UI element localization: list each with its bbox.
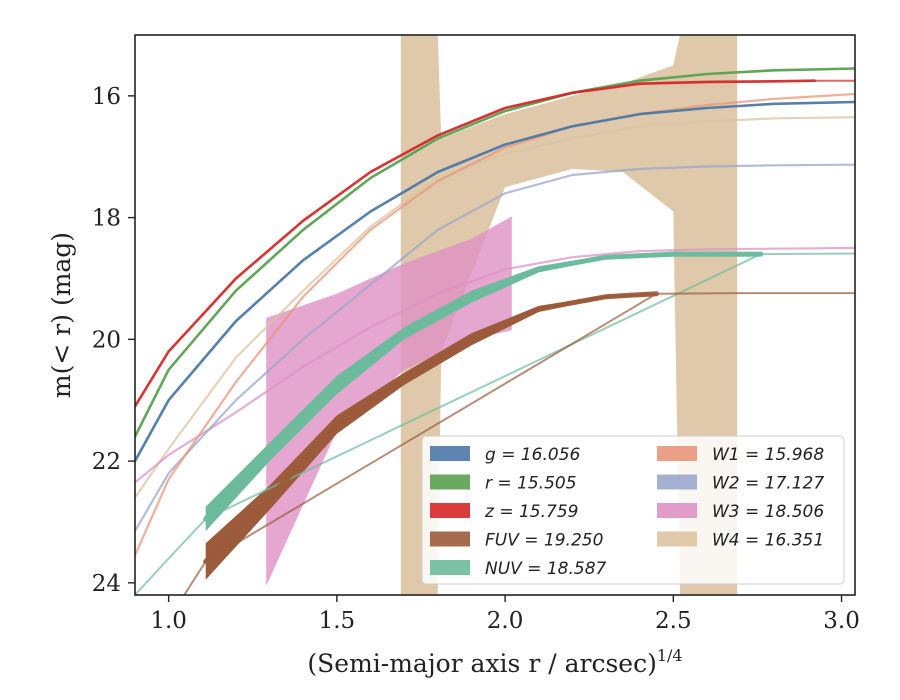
legend-swatch bbox=[430, 446, 470, 461]
x-tick-label: 1.0 bbox=[150, 608, 187, 634]
magnitude-curves bbox=[135, 67, 855, 595]
legend-swatch bbox=[430, 560, 470, 575]
curve-r bbox=[135, 67, 855, 438]
legend-label: W2 = 17.127 bbox=[712, 474, 824, 494]
legend-swatch bbox=[430, 503, 470, 518]
legend-entry-w3: W3 = 18.506 bbox=[657, 502, 824, 522]
y-axis-title: m(< r) (mag) bbox=[47, 232, 76, 398]
curve-z bbox=[135, 79, 816, 408]
legend-entry-g: g = 16.056 bbox=[430, 445, 581, 465]
legend-swatch bbox=[657, 503, 697, 518]
curve-w4 bbox=[135, 116, 855, 499]
curve-w3 bbox=[135, 246, 855, 484]
legend-label: FUV = 19.250 bbox=[485, 531, 603, 551]
x-axis-title-main: (Semi-major axis r / arcsec) bbox=[307, 649, 656, 678]
x-axis-title: (Semi-major axis r / arcsec)1/4 bbox=[307, 646, 682, 678]
x-tick-label: 1.5 bbox=[319, 608, 356, 634]
legend-label: W4 = 16.351 bbox=[712, 531, 824, 551]
legend-label: r = 15.505 bbox=[485, 474, 577, 494]
legend-swatch bbox=[430, 474, 470, 490]
legend-label: g = 16.056 bbox=[485, 445, 581, 465]
legend-label: NUV = 18.587 bbox=[485, 559, 607, 579]
curve-w2 bbox=[135, 163, 855, 533]
legend-label: W1 = 15.968 bbox=[712, 445, 824, 465]
plot-frame bbox=[134, 34, 856, 596]
y-tick-label: 24 bbox=[92, 571, 121, 597]
legend-swatch bbox=[657, 531, 697, 547]
x-tick-label: 2.5 bbox=[655, 608, 692, 634]
legend-entry-r: r = 15.505 bbox=[430, 474, 577, 494]
curve-g bbox=[135, 100, 855, 463]
x-tick-label: 2.0 bbox=[487, 608, 524, 634]
y-tick-label: 20 bbox=[92, 327, 121, 353]
curve-nuv bbox=[203, 251, 764, 522]
y-tick-label: 18 bbox=[92, 206, 121, 232]
legend-entry-w1: W1 = 15.968 bbox=[657, 445, 824, 465]
legend-entry-w4: W4 = 16.351 bbox=[657, 531, 824, 551]
curve-fuv bbox=[203, 291, 659, 564]
axis-ticks: 1.0 1.5 2.0 2.5 3.0 16 18 20 22 24 bbox=[92, 84, 860, 634]
band-w4 bbox=[400, 35, 738, 595]
extrapolated-line-fuv bbox=[183, 292, 855, 595]
legend-entry-fuv: FUV = 19.250 bbox=[430, 531, 603, 551]
x-axis-title-exponent: 1/4 bbox=[657, 646, 683, 665]
legend-box bbox=[421, 435, 845, 585]
legend-swatch bbox=[657, 446, 697, 461]
legend-label: W3 = 18.506 bbox=[712, 502, 824, 522]
legend: g = 16.056 r = 15.505 z = 15.759 FUV = 19.2… bbox=[421, 435, 845, 585]
legend-entry-z: z = 15.759 bbox=[430, 502, 578, 522]
y-tick-label: 16 bbox=[92, 84, 121, 110]
y-tick-label: 22 bbox=[92, 449, 121, 475]
legend-entry-nuv: NUV = 18.587 bbox=[430, 559, 607, 579]
curve-w1 bbox=[135, 92, 855, 557]
x-tick-label: 3.0 bbox=[823, 608, 860, 634]
legend-entry-w2: W2 = 17.127 bbox=[657, 474, 824, 494]
legend-swatch bbox=[657, 474, 697, 490]
legend-swatch bbox=[430, 531, 470, 547]
legend-label: z = 15.759 bbox=[484, 502, 578, 522]
